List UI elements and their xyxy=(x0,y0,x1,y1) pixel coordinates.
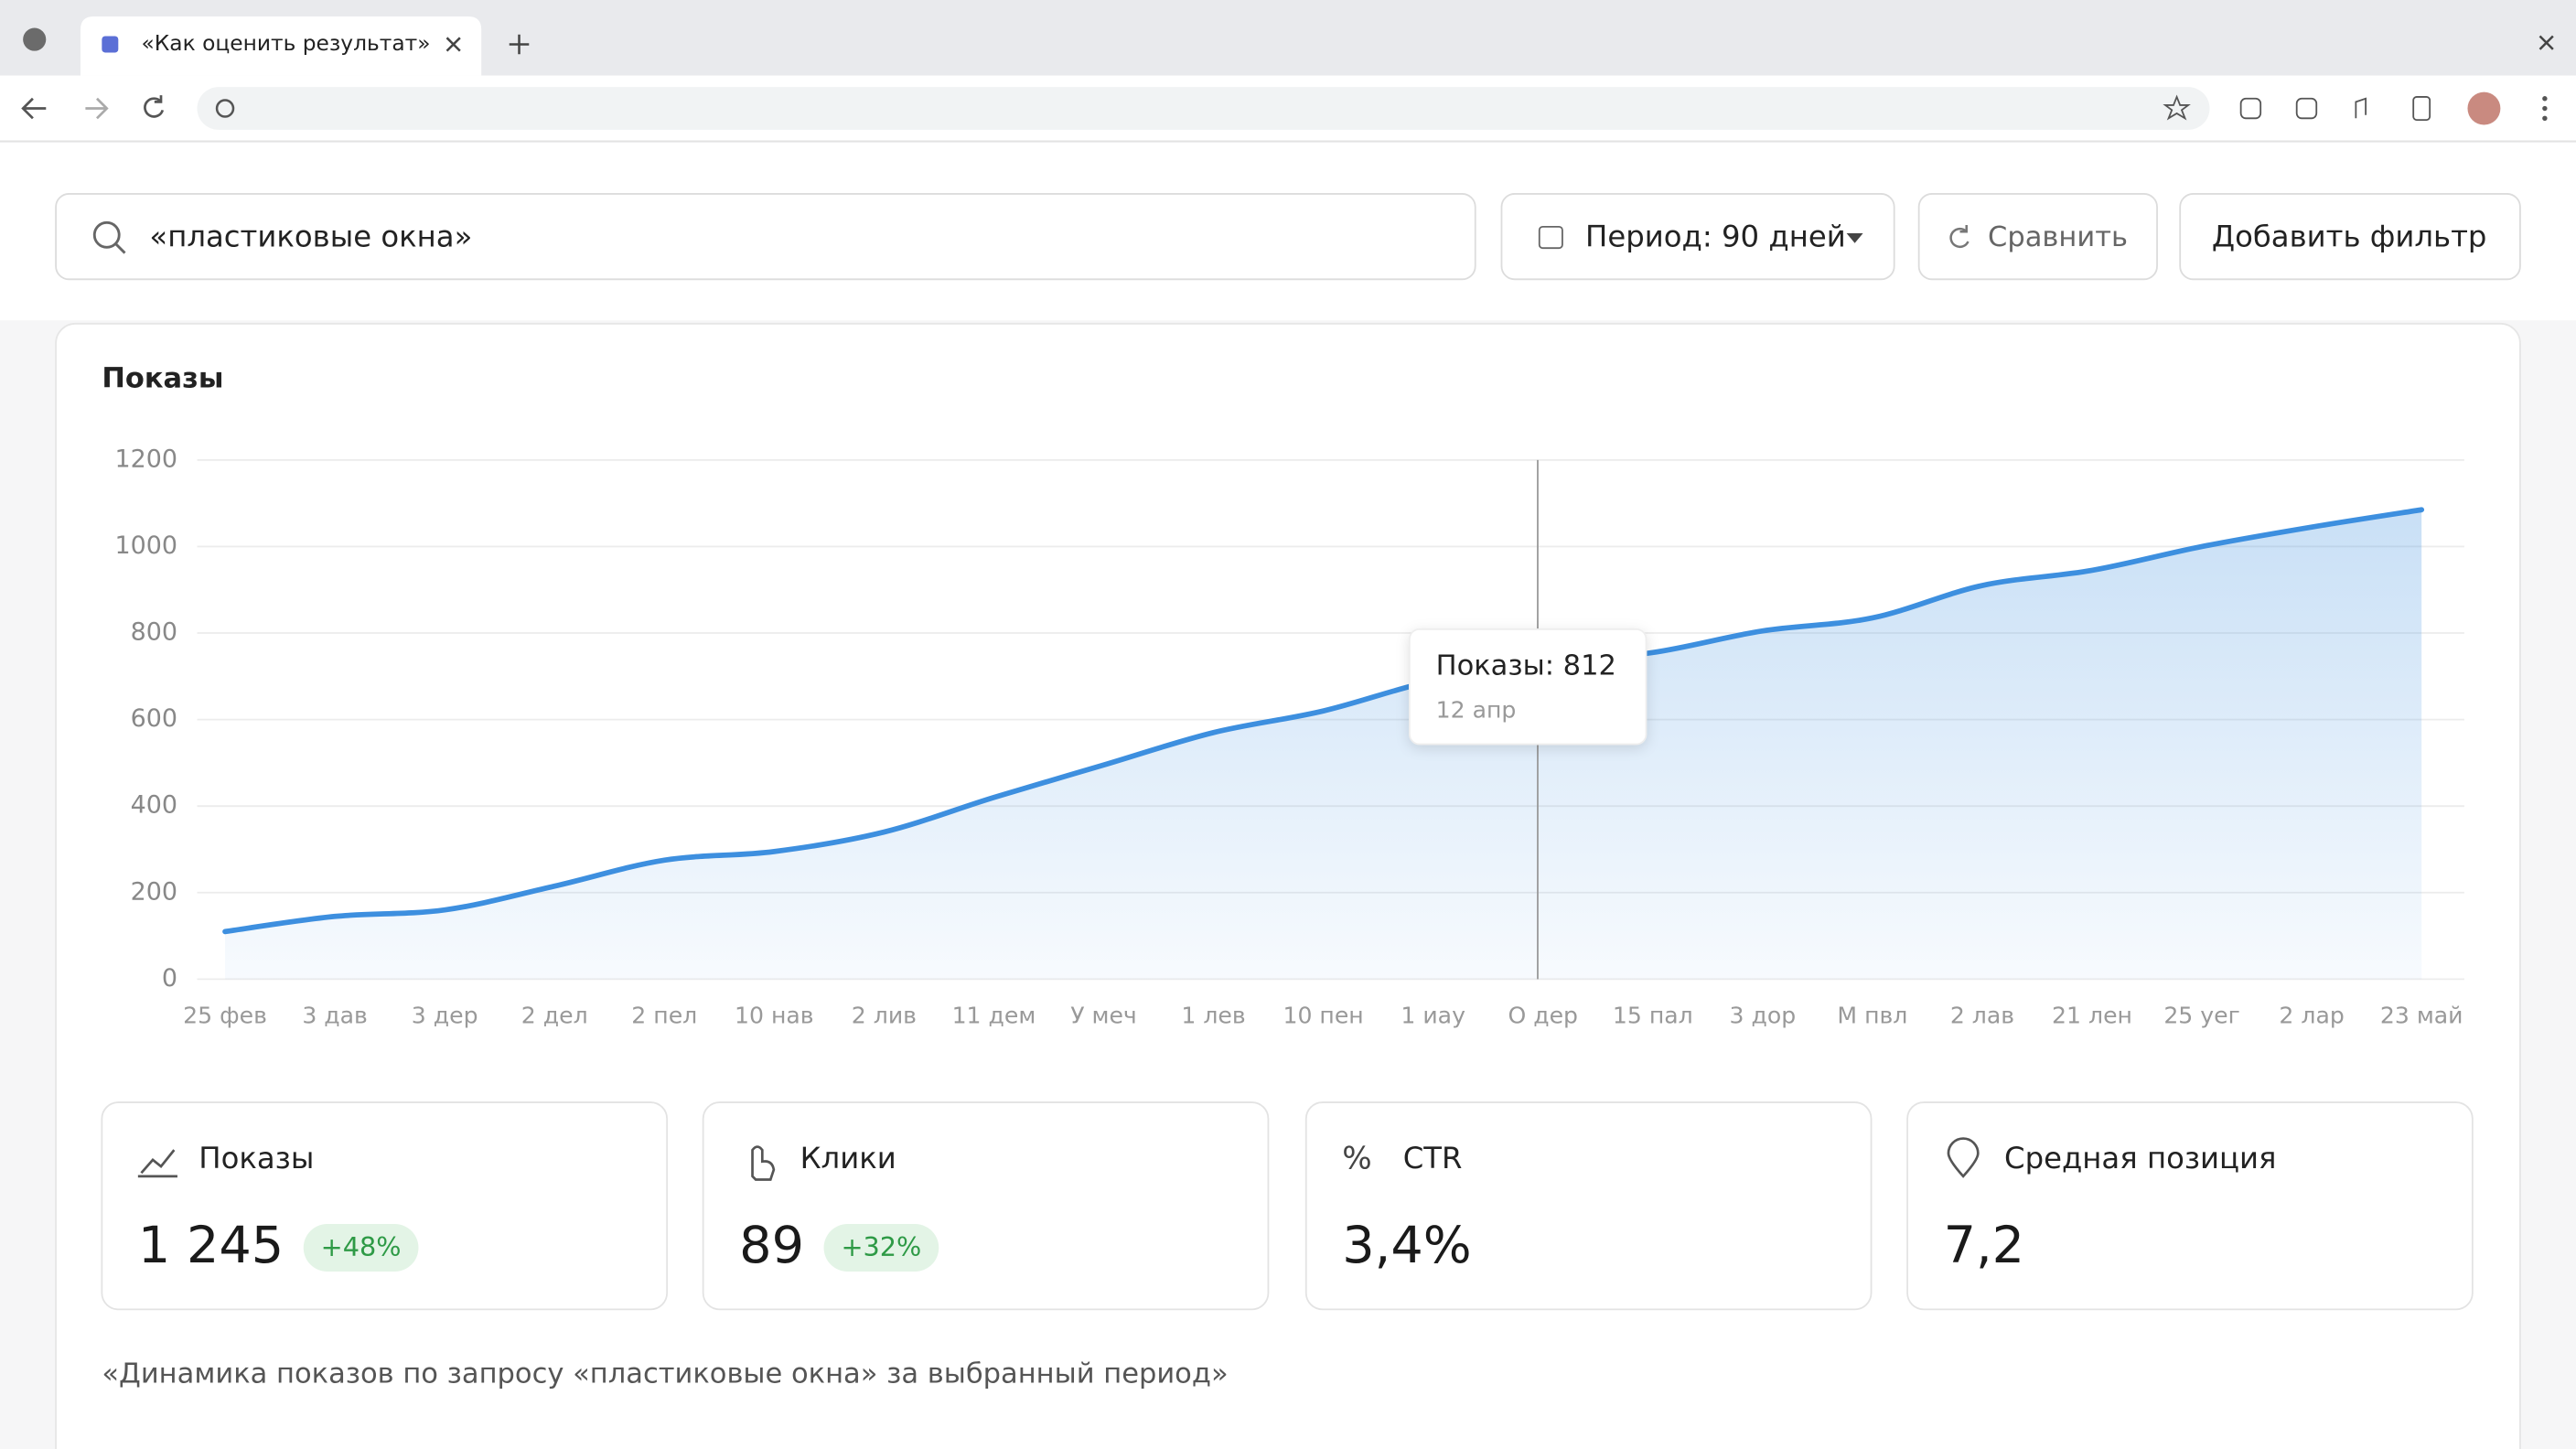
card-value: 1 245 xyxy=(138,1216,284,1275)
period-label: Период: 90 дней xyxy=(1585,219,1846,253)
change-badge xyxy=(823,1223,939,1272)
card-value: 89 xyxy=(739,1216,804,1275)
caption: «Динамика показов по запросу «пластиковы… xyxy=(102,1358,1228,1390)
address-bar[interactable] xyxy=(197,87,2210,130)
card-label: Клики xyxy=(800,1141,896,1175)
tab-title: «Как оценить результат» xyxy=(141,30,430,56)
tooltip-date: 12 апр xyxy=(1436,697,1517,724)
period-button[interactable] xyxy=(1500,193,1895,281)
tab-close[interactable] xyxy=(445,37,461,52)
menu-button[interactable] xyxy=(2542,96,2548,121)
y-tick-label: 200 xyxy=(131,877,177,906)
chart-title: Показы xyxy=(102,362,223,394)
card-label: CTR xyxy=(1403,1141,1463,1175)
extension-icon[interactable] xyxy=(2239,97,2262,120)
extension-icon[interactable] xyxy=(2295,97,2318,120)
x-tick-label: 2 лив xyxy=(852,1003,917,1029)
site-icon[interactable] xyxy=(215,99,235,118)
stat-card xyxy=(101,1101,669,1311)
card-label: Средная позиция xyxy=(2004,1141,2276,1175)
compare-label: Сравнить xyxy=(1988,221,2128,253)
y-tick-label: 400 xyxy=(131,791,177,820)
x-tick-label: 2 лав xyxy=(1950,1003,2014,1029)
calendar-icon xyxy=(1538,225,1563,250)
new-tab[interactable] xyxy=(509,34,530,55)
pin-icon xyxy=(1947,1137,1980,1178)
x-tick-label: 10 нав xyxy=(735,1003,814,1029)
x-tick-label: 3 дер xyxy=(412,1003,478,1029)
y-tick-label: 0 xyxy=(162,964,177,993)
add-filter-button[interactable] xyxy=(2179,193,2521,281)
stat-card xyxy=(1906,1101,2474,1311)
x-tick-label: 3 дор xyxy=(1730,1003,1797,1029)
tab[interactable] xyxy=(80,16,482,76)
x-tick-label: 2 пел xyxy=(631,1003,697,1029)
window-close[interactable] xyxy=(2538,35,2554,50)
profile-avatar[interactable] xyxy=(2467,91,2501,125)
card-value: 7,2 xyxy=(1944,1216,2025,1275)
y-tick-label: 600 xyxy=(131,704,177,733)
x-tick-label: 25 фев xyxy=(183,1003,267,1029)
line xyxy=(222,507,2425,935)
x-tick-label: 1 лев xyxy=(1181,1003,1245,1029)
chart-icon xyxy=(137,1149,177,1178)
plot-area: 0 200 400 600 800 1000 1200 25 фев 3 дав 3 дер 2 д… xyxy=(114,445,2464,1029)
x-tick-label: 3 дав xyxy=(302,1003,368,1029)
tooltip-title: Показы: 812 xyxy=(1436,650,1616,682)
x-tick-label: 23 май xyxy=(2380,1003,2463,1029)
x-tick-label: 10 пен xyxy=(1283,1003,1363,1029)
back-button[interactable] xyxy=(21,97,47,120)
stat-card xyxy=(702,1101,1270,1311)
x-tick-label: 1 иау xyxy=(1401,1003,1465,1029)
card-icon: % xyxy=(1342,1140,1371,1176)
window-dot xyxy=(23,27,47,51)
y-tick-label: 1200 xyxy=(114,445,177,473)
extension-icon[interactable] xyxy=(2355,97,2367,119)
x-tick-label: 2 лар xyxy=(2279,1003,2344,1029)
change-badge xyxy=(303,1223,419,1272)
tab-icon xyxy=(102,36,119,53)
area xyxy=(225,510,2422,980)
tooltip xyxy=(1409,628,1648,746)
search-box[interactable] xyxy=(55,193,1476,281)
reload-button[interactable] xyxy=(144,95,165,118)
card-label: Показы xyxy=(199,1141,314,1175)
forward-button[interactable] xyxy=(85,97,109,120)
search-icon xyxy=(92,220,121,249)
search-icon xyxy=(114,242,126,254)
y-tick-label: 800 xyxy=(131,618,177,647)
change-value: +48% xyxy=(321,1231,402,1262)
stat-cards: Показы 1 245 +48% Клики 89 +32%% CTR 3,4% Средна… xyxy=(101,1101,2474,1311)
bookmark-star[interactable] xyxy=(2163,94,2191,121)
change-value: +32% xyxy=(841,1231,921,1262)
x-tick-label: 11 дем xyxy=(952,1003,1036,1029)
x-tick-label: 21 лен xyxy=(2052,1003,2132,1029)
compare-button[interactable] xyxy=(1917,193,2158,281)
side-panel-icon[interactable] xyxy=(2412,96,2431,121)
x-tick-label: М пвл xyxy=(1837,1003,1907,1029)
click-icon xyxy=(751,1145,776,1181)
add-filter-label: Добавить фильтр xyxy=(2212,219,2487,253)
y-tick-label: 1000 xyxy=(114,531,177,560)
x-tick-label: 25 уег xyxy=(2163,1003,2239,1029)
stat-card xyxy=(1304,1101,1873,1311)
x-tick-label: 15 пал xyxy=(1613,1003,1693,1029)
card-value: 3,4% xyxy=(1342,1216,1471,1275)
x-tick-label: 2 дел xyxy=(521,1003,588,1029)
compare-icon xyxy=(1949,225,1970,249)
search-text: «пластиковые окна» xyxy=(149,219,472,253)
x-tick-label: О дер xyxy=(1508,1003,1578,1029)
x-tick-label: У меч xyxy=(1070,1003,1137,1029)
dropdown-caret xyxy=(1846,233,1863,243)
